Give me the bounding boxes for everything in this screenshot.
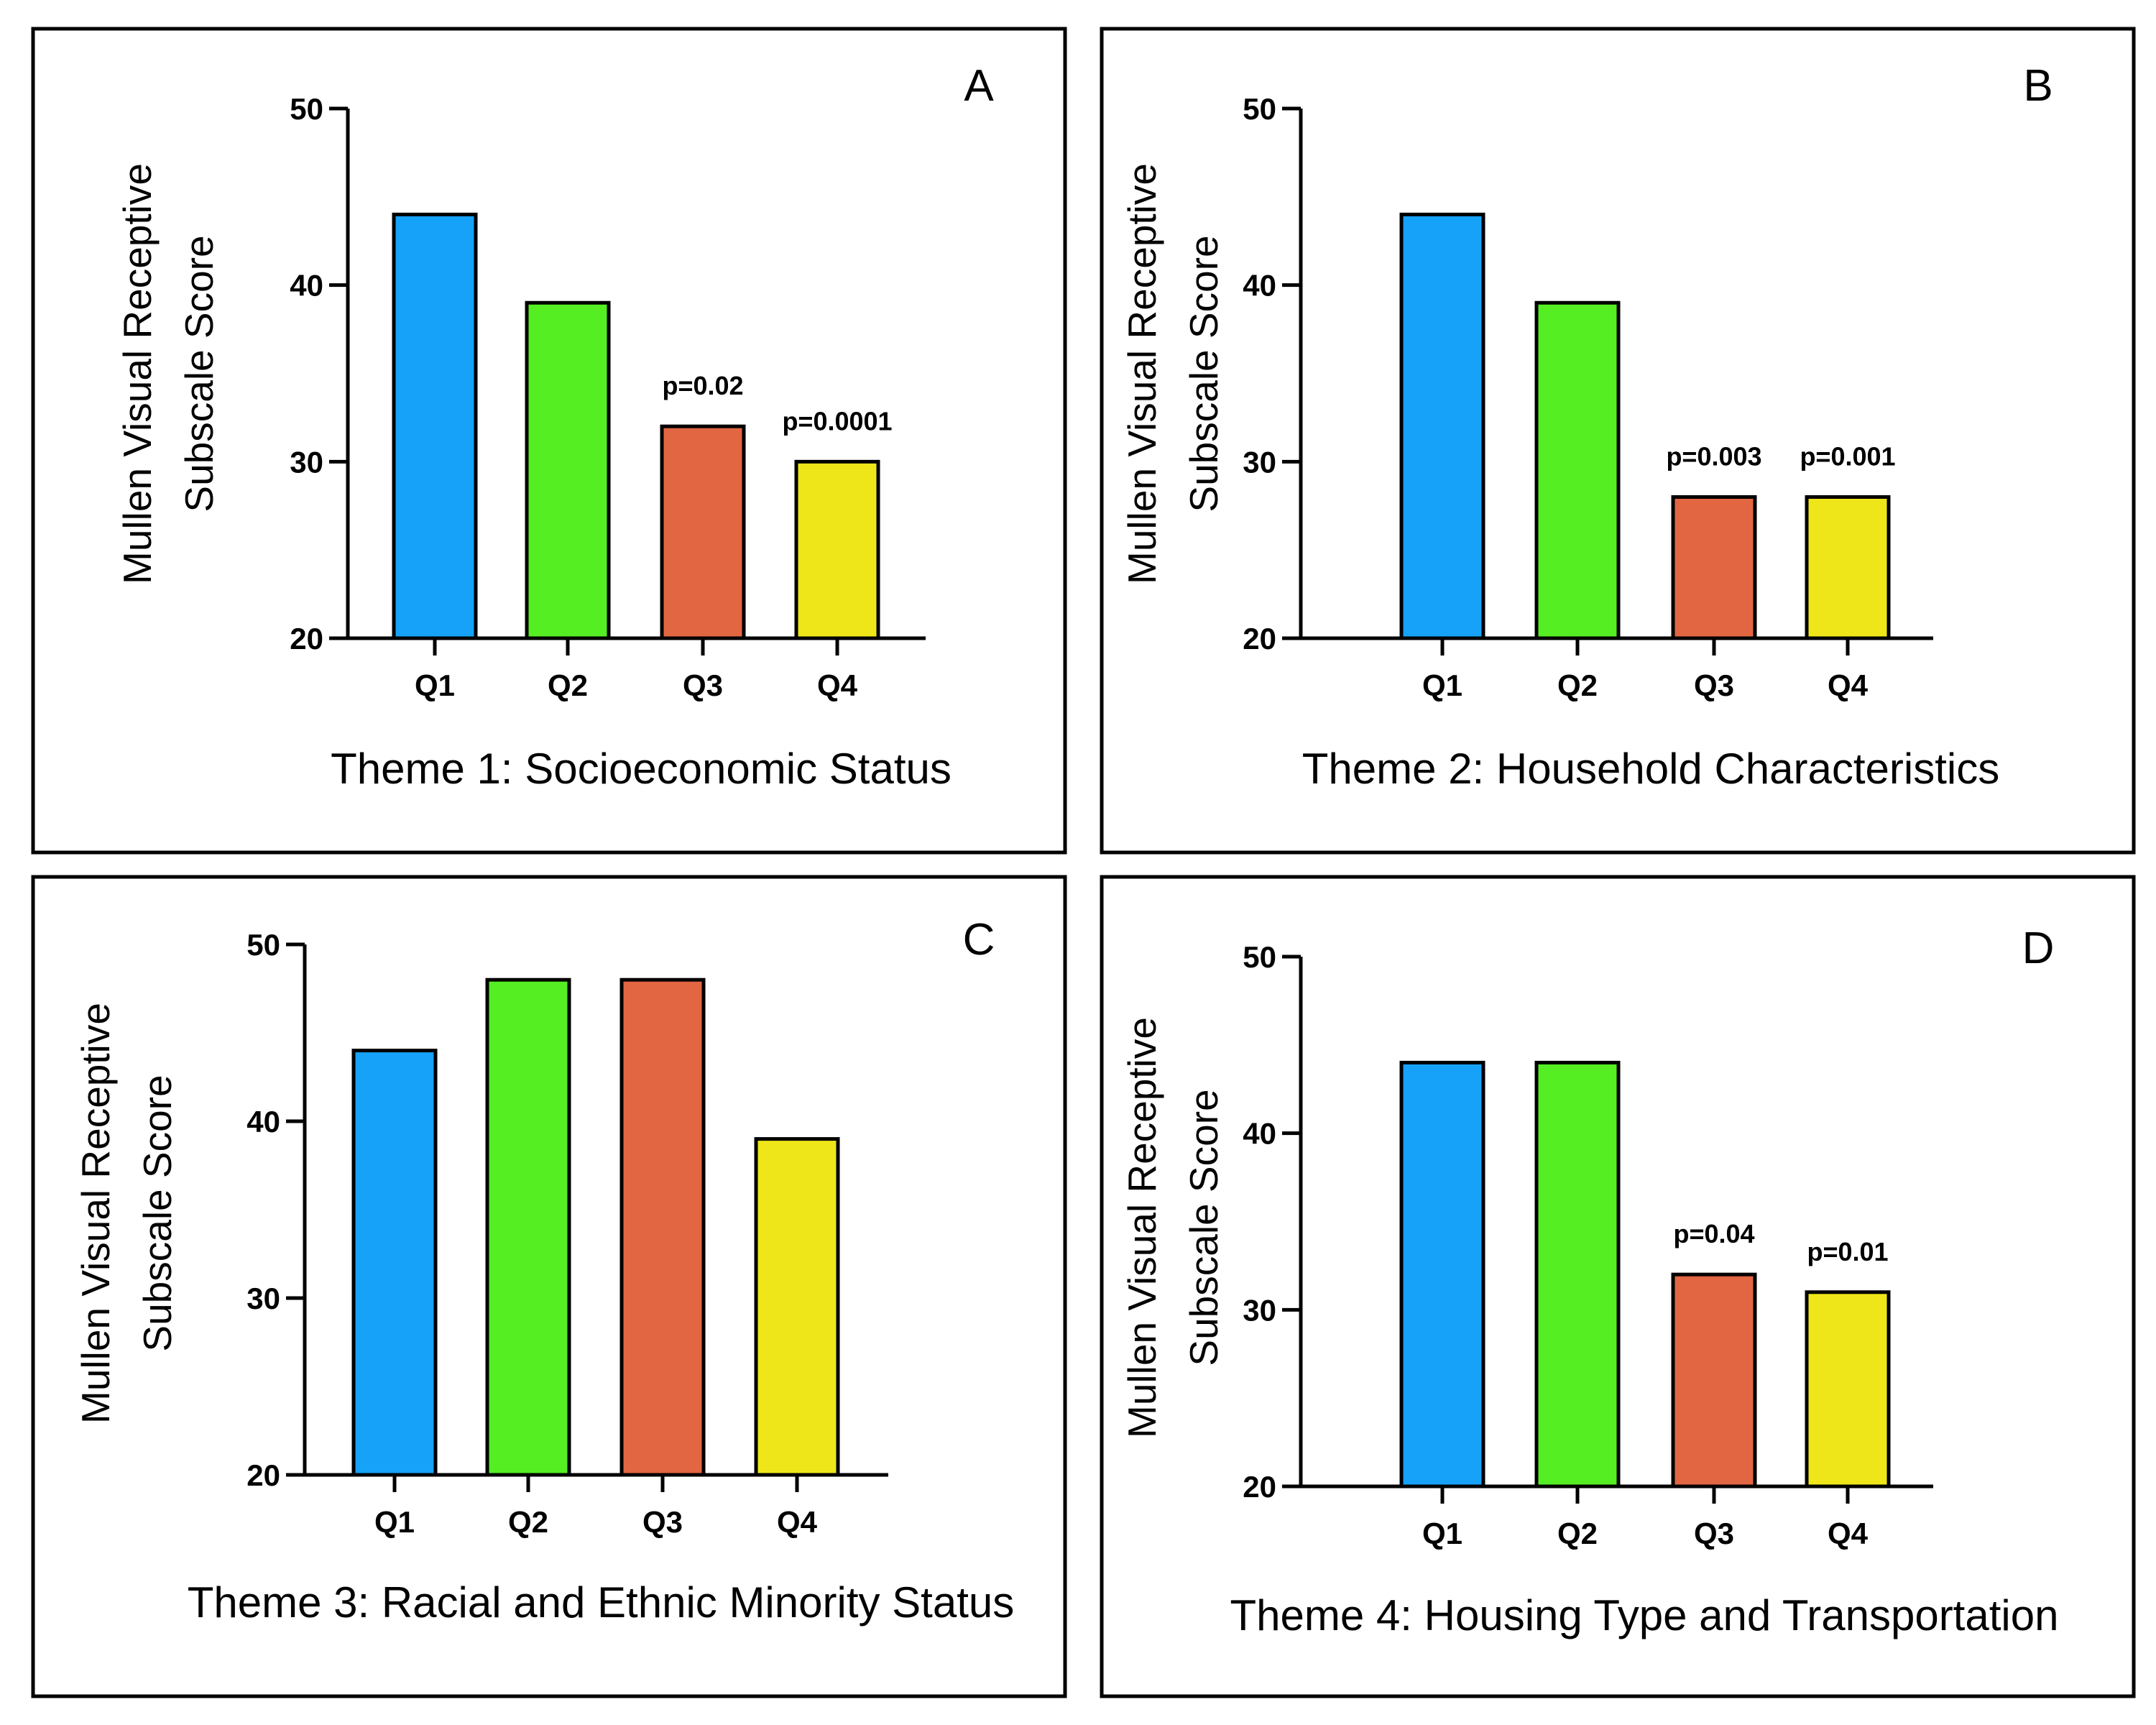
y-tick-label: 50 <box>1243 940 1276 974</box>
y-tick-label: 30 <box>247 1282 280 1315</box>
chart-panel-a: 20 30 40 50 Q1 Q2 Q3 p=0.02 Q4 p=0.0001 Mullen Vis… <box>31 27 1067 855</box>
p-value-annotation: p=0.02 <box>662 371 743 400</box>
x-tick-label: Q1 <box>415 668 455 702</box>
chart-panel-c: 20 30 40 50 Q1 Q2 Q3 Q4 Mullen Visual Receptive S… <box>31 875 1067 1698</box>
y-tick-label: 20 <box>1243 622 1276 656</box>
x-tick-label: Q4 <box>1828 668 1869 702</box>
panel-frame <box>1100 875 2136 1698</box>
y-axis-label-line: Subscale Score <box>135 1075 180 1351</box>
bar-q3 <box>1671 1272 1757 1489</box>
y-axis-label: Mullen Visual Receptive Subscale Score <box>1120 1017 1226 1438</box>
p-value-annotation: p=0.001 <box>1800 441 1895 471</box>
bar-q2 <box>485 978 571 1477</box>
x-tick-label: Q1 <box>374 1505 415 1539</box>
bar-q4 <box>1805 1290 1891 1489</box>
y-axis-label-line: Mullen Visual Receptive <box>115 163 160 584</box>
bar-q3 <box>660 424 746 640</box>
panel-frame <box>1100 27 2136 855</box>
bar-q1 <box>351 1049 438 1477</box>
panel-letter: C <box>963 915 995 965</box>
panel-caption: Theme 3: Racial and Ethnic Minority Stat… <box>188 1578 1015 1627</box>
y-tick-label: 50 <box>290 92 323 126</box>
y-tick-label: 40 <box>290 269 323 303</box>
x-tick-label: Q1 <box>1422 1517 1462 1550</box>
y-tick-label: 40 <box>1243 1117 1276 1151</box>
y-tick-label: 40 <box>247 1105 280 1138</box>
panel-frame <box>31 875 1067 1698</box>
y-axis-label-line: Mullen Visual Receptive <box>73 1003 118 1424</box>
x-tick-label: Q4 <box>777 1505 818 1539</box>
panel-letter: A <box>964 61 994 111</box>
y-axis-label-line: Mullen Visual Receptive <box>1120 1017 1164 1438</box>
x-tick-label: Q2 <box>508 1505 548 1539</box>
chart-panel-d: 20 30 40 50 Q1 Q2 Q3 p=0.04 Q4 p=0.01 Mullen Visua… <box>1100 875 2136 1698</box>
panel-letter: D <box>2022 924 2055 973</box>
x-tick-label: Q3 <box>683 668 723 702</box>
bar-q1 <box>392 212 478 640</box>
x-tick-label: Q1 <box>1422 668 1462 702</box>
x-tick-label: Q3 <box>642 1505 683 1539</box>
p-value-annotation: p=0.0001 <box>782 406 892 436</box>
y-tick-label: 50 <box>247 928 280 962</box>
bar-q2 <box>525 300 611 640</box>
x-tick-label: Q3 <box>1694 668 1734 702</box>
bar-q4 <box>794 459 880 640</box>
y-axis-label: Mullen Visual Receptive Subscale Score <box>73 1003 180 1424</box>
bar-q2 <box>1534 1060 1621 1489</box>
chart-panel-b: 20 30 40 50 Q1 Q2 Q3 p=0.003 Q4 p=0.001 Mullen Vis… <box>1100 27 2136 855</box>
x-tick-label: Q2 <box>1557 1517 1598 1550</box>
y-tick-label: 30 <box>290 445 323 479</box>
y-tick-label: 20 <box>247 1458 280 1492</box>
x-tick-label: Q2 <box>1557 668 1598 702</box>
p-value-annotation: p=0.04 <box>1673 1219 1754 1248</box>
p-value-annotation: p=0.003 <box>1666 441 1761 471</box>
panel-caption: Theme 1: Socioeconomic Status <box>331 745 952 793</box>
bar-q1 <box>1399 1060 1485 1489</box>
p-value-annotation: p=0.01 <box>1807 1237 1888 1266</box>
x-tick-label: Q3 <box>1694 1517 1734 1550</box>
y-tick-label: 30 <box>1243 1293 1276 1327</box>
x-tick-label: Q4 <box>1828 1517 1869 1550</box>
bar-q1 <box>1399 212 1485 640</box>
y-tick-label: 20 <box>290 622 323 656</box>
y-axis-label: Mullen Visual Receptive Subscale Score <box>1120 163 1226 584</box>
bar-q4 <box>1805 494 1891 640</box>
panel-frame <box>31 27 1067 855</box>
bar-q3 <box>1671 494 1757 640</box>
x-tick-label: Q4 <box>817 668 858 702</box>
y-axis-label-line: Subscale Score <box>177 235 221 512</box>
bar-q4 <box>754 1137 840 1477</box>
bar-q3 <box>619 978 706 1477</box>
bar-q2 <box>1534 300 1621 640</box>
y-tick-label: 40 <box>1243 269 1276 303</box>
y-axis-label-line: Subscale Score <box>1181 1089 1226 1366</box>
y-tick-label: 50 <box>1243 92 1276 126</box>
panel-caption: Theme 2: Household Characteristics <box>1302 745 1999 793</box>
y-tick-label: 20 <box>1243 1470 1276 1504</box>
y-tick-label: 30 <box>1243 445 1276 479</box>
x-tick-label: Q2 <box>548 668 588 702</box>
panel-letter: B <box>2023 61 2053 111</box>
panel-caption: Theme 4: Housing Type and Transportation <box>1230 1591 2059 1639</box>
y-axis-label-line: Mullen Visual Receptive <box>1120 163 1164 584</box>
y-axis-label: Mullen Visual Receptive Subscale Score <box>115 163 221 584</box>
y-axis-label-line: Subscale Score <box>1181 235 1226 512</box>
